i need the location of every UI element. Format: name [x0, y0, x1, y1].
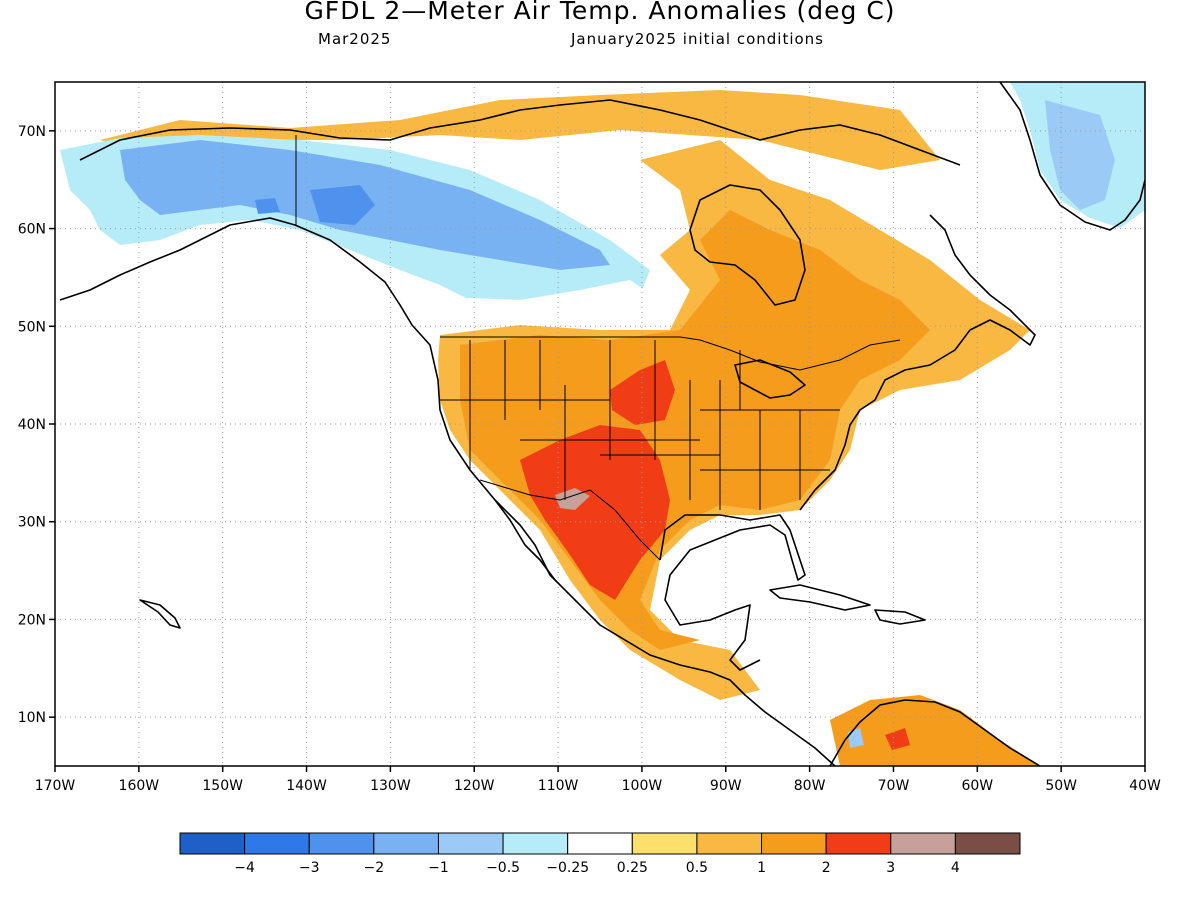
- hispaniola-coastline: [874, 609, 926, 625]
- political-boundaries: [295, 135, 901, 561]
- valid-month: Mar2025: [318, 30, 392, 48]
- cuba-coastline: [769, 584, 871, 611]
- state-boundaries: [440, 340, 840, 510]
- legend-label: −0.5: [486, 860, 520, 876]
- longitude-tick-label: 170W: [35, 778, 76, 794]
- south-america-cold-field: [848, 728, 864, 748]
- longitude-tick-label: 40W: [1129, 778, 1161, 794]
- hudson-bay-coastline: [689, 184, 806, 306]
- longitude-tick-label: 90W: [710, 778, 742, 794]
- longitude-axis: 170W 160W 150W 140W 130W 120W 110W 100W 90W 80W 70…: [35, 766, 1161, 794]
- longitude-tick-label: 110W: [538, 778, 579, 794]
- latitude-tick-label: 70N: [18, 124, 46, 140]
- legend-swatch: [696, 832, 763, 855]
- legend-swatch: [179, 832, 246, 855]
- longitude-tick-label: 60W: [961, 778, 993, 794]
- longitude-tick-label: 120W: [454, 778, 495, 794]
- legend-swatch: [954, 832, 1021, 855]
- hawaii-outline: [139, 599, 181, 629]
- south-america-warm-field: [830, 695, 1040, 766]
- longitude-tick-label: 150W: [202, 778, 243, 794]
- coastlines: [59, 82, 1145, 766]
- latitude-tick-label: 10N: [18, 710, 46, 726]
- latitude-tick-label: 40N: [18, 417, 46, 433]
- legend-label: 0.5: [686, 860, 708, 876]
- us-mexico-border: [479, 479, 661, 561]
- longitude-tick-label: 140W: [286, 778, 327, 794]
- initial-conditions: January2025 initial conditions: [571, 30, 824, 48]
- arctic-coastline: [79, 99, 961, 166]
- legend-label: −4: [234, 860, 255, 876]
- legend-swatch: [631, 832, 698, 855]
- south-america-hot-field: [885, 728, 910, 750]
- us-canada-border: [440, 336, 901, 371]
- legend-label: 4: [951, 860, 960, 876]
- greenland-colder-field: [1045, 100, 1115, 210]
- anomaly-shading: [60, 82, 1145, 766]
- longitude-tick-label: 70W: [878, 778, 910, 794]
- legend-label: −3: [299, 860, 320, 876]
- south-america-coastline: [829, 699, 1041, 766]
- legend-label: −1: [428, 860, 449, 876]
- legend-swatch: [825, 832, 892, 855]
- plains-hot-field: [610, 360, 675, 425]
- legend-label: 0.25: [617, 860, 648, 876]
- legend-label: 1: [757, 860, 766, 876]
- central-canada-neutral-field: [440, 280, 670, 330]
- gulf-coastline: [659, 514, 806, 671]
- legend-label: 3: [886, 860, 895, 876]
- longitude-tick-label: 100W: [622, 778, 663, 794]
- yukon-coldest-field: [310, 185, 375, 225]
- legend-swatch: [437, 832, 504, 855]
- legend-swatch: [502, 832, 569, 855]
- greenland-coastline: [999, 82, 1145, 231]
- southwest-hot-field: [520, 425, 670, 600]
- legend-swatch: [890, 832, 956, 855]
- southwest-extreme-field: [555, 488, 590, 510]
- legend-swatch: [244, 832, 310, 855]
- longitude-tick-label: 50W: [1045, 778, 1077, 794]
- legend-swatch: [308, 832, 375, 855]
- legend-label: 2: [822, 860, 831, 876]
- arctic-coast-warm-field: [100, 90, 940, 170]
- alaska-coldest-field: [255, 198, 280, 214]
- east-coastline: [799, 214, 1036, 511]
- longitude-tick-label: 130W: [370, 778, 411, 794]
- latitude-tick-label: 30N: [18, 515, 46, 531]
- legend-swatch: [567, 832, 633, 855]
- color-legend: −4 −3 −2 −1 −0.5 −0.25 0.25 0.5 1 2 3 4: [179, 832, 1021, 876]
- legend-swatch: [373, 832, 439, 855]
- graticule: [55, 82, 1145, 766]
- longitude-tick-label: 80W: [794, 778, 826, 794]
- legend-label: −0.25: [546, 860, 589, 876]
- latitude-tick-label: 20N: [18, 612, 46, 628]
- north-america-coastline: [59, 217, 836, 766]
- legend-swatch: [761, 832, 827, 855]
- map-title: GFDL 2—Meter Air Temp. Anomalies (deg C): [304, 0, 896, 25]
- longitude-tick-label: 160W: [119, 778, 160, 794]
- latitude-tick-label: 50N: [18, 319, 46, 335]
- baja-california-coastline: [494, 499, 556, 581]
- latitude-tick-label: 60N: [18, 222, 46, 238]
- legend-label: −2: [364, 860, 385, 876]
- latitude-axis: 70N 60N 50N 40N 30N 20N 10N: [18, 124, 55, 726]
